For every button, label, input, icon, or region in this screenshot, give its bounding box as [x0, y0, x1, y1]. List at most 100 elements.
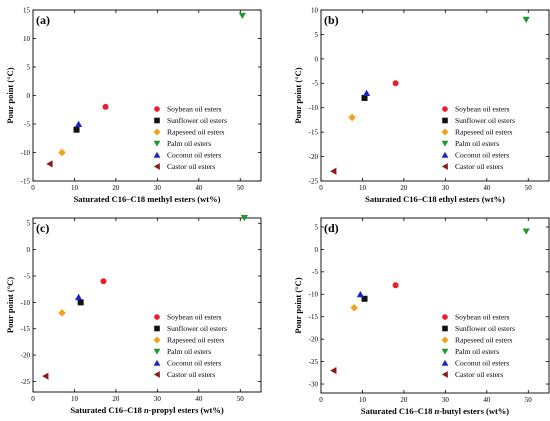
point-b-2-0: [348, 113, 356, 122]
y-tick-label-a-1: 10: [23, 35, 31, 43]
point-c-0-0: [100, 278, 107, 285]
legend-label-c-5: Castor oil esters: [167, 370, 215, 379]
legend-b: Soybean oil esters Sunflower oil esters Ra…: [441, 105, 515, 171]
point-b-0-0: [392, 80, 399, 87]
legend-label-a-0: Soybean oil esters: [167, 105, 222, 114]
y-tick-label-a-6: -15: [21, 177, 31, 185]
legend-label-a-1: Sunflower oil esters: [167, 116, 227, 125]
x-tick-label-d-1: 10: [359, 396, 367, 404]
x-tick-label-a-5: 50: [237, 184, 245, 192]
plot-frame-c: [32, 217, 262, 393]
point-c-2-0: [58, 309, 66, 317]
point-b-5-0: [330, 167, 337, 175]
x-tick-label-c-5: 50: [237, 395, 245, 403]
y-tick-label-c-2: -5: [24, 272, 30, 280]
legend-label-a-2: Rapeseed oil esters: [167, 128, 225, 137]
plot-frame-d: [320, 217, 550, 394]
y-tick-label-c-5: -20: [21, 351, 31, 359]
legend-label-a-5: Castor oil esters: [167, 162, 215, 171]
y-tick-label-b-7: -25: [309, 177, 319, 185]
x-tick-label-a-1: 10: [71, 184, 79, 192]
legend-marker-a-4: [153, 151, 161, 158]
legend-label-d-5: Castor oil esters: [455, 370, 503, 379]
x-tick-label-d-2: 20: [400, 396, 408, 404]
legend-marker-b-5: [441, 163, 448, 170]
y-tick-label-b-2: 0: [315, 55, 319, 63]
x-tick-label-d-5: 50: [525, 396, 533, 404]
point-a-3-0: [238, 12, 246, 19]
legend-label-d-0: Soybean oil esters: [455, 313, 510, 322]
y-tick-label-d-0: 5: [315, 223, 319, 231]
legend-marker-b-0: [442, 106, 448, 112]
legend-marker-c-4: [153, 359, 161, 366]
point-d-0-0: [392, 282, 399, 289]
legend-marker-d-5: [441, 371, 448, 378]
legend-marker-c-0: [154, 314, 160, 320]
panel-c: 0 10 20 30 40 5050-5-10-15-20-25(c)Saturated …: [5, 215, 262, 415]
y-tick-label-b-1: 5: [315, 31, 319, 39]
point-c-1-0: [77, 299, 84, 306]
point-a-2-0: [58, 148, 66, 157]
panel-b: 0 10 20 30 40 501050-5-10-15-20-25(b)Saturate…: [293, 6, 550, 204]
legend-marker-b-3: [441, 140, 449, 147]
point-a-1-0: [73, 126, 80, 133]
y-tick-label-b-6: -20: [309, 153, 319, 161]
y-tick-label-d-3: -10: [309, 291, 319, 299]
legend-marker-c-5: [153, 371, 160, 378]
point-d-4-0: [356, 290, 364, 298]
x-axis-title-d: Saturated C16–C18 n-butyl esters (wt%): [361, 406, 509, 416]
x-tick-label-b-0: 0: [319, 184, 323, 192]
y-tick-label-b-4: -10: [309, 104, 319, 112]
y-tick-label-b-0: 10: [311, 6, 319, 14]
x-tick-label-b-2: 20: [400, 184, 408, 192]
legend-label-d-4: Coconut oil esters: [455, 359, 509, 368]
x-tick-label-d-3: 30: [442, 396, 450, 404]
point-d-5-0: [330, 366, 337, 375]
y-tick-label-d-5: -20: [309, 336, 319, 344]
point-c-3-0: [240, 215, 249, 222]
y-tick-label-a-3: 0: [27, 92, 31, 100]
x-tick-label-d-4: 40: [483, 396, 491, 404]
point-a-4-0: [75, 120, 83, 127]
legend-label-a-3: Palm oil esters: [167, 139, 211, 148]
legend-marker-a-2: [153, 128, 161, 136]
legend-marker-d-4: [441, 359, 449, 366]
x-tick-label-a-4: 40: [195, 184, 203, 192]
legend-label-c-2: Rapeseed oil esters: [167, 336, 225, 345]
legend-label-b-1: Sunflower oil esters: [455, 116, 515, 125]
y-tick-label-c-1: 0: [27, 246, 31, 254]
x-tick-label-b-4: 40: [483, 184, 491, 192]
legend-marker-d-1: [442, 325, 448, 332]
x-tick-label-d-0: 0: [319, 396, 323, 404]
legend-label-c-3: Palm oil esters: [167, 347, 211, 356]
legend-label-b-5: Castor oil esters: [455, 162, 503, 171]
y-axis-title-d: Pour point (°C): [293, 277, 303, 333]
x-tick-label-c-2: 20: [112, 395, 120, 403]
y-tick-label-c-6: -25: [21, 378, 31, 386]
point-a-5-0: [46, 160, 53, 168]
point-b-4-0: [363, 89, 371, 97]
y-tick-label-a-2: 5: [27, 63, 31, 71]
x-axis-title-a: Saturated C16–C18 methyl esters (wt%): [74, 194, 221, 204]
y-tick-label-d-1: 0: [315, 246, 319, 254]
legend-marker-c-3: [153, 348, 161, 355]
legend-label-b-2: Rapeseed oil esters: [455, 128, 513, 137]
y-tick-label-a-0: 15: [23, 6, 31, 14]
y-tick-label-b-5: -15: [309, 129, 319, 137]
x-tick-label-c-4: 40: [195, 395, 203, 403]
y-tick-label-d-2: -5: [312, 268, 318, 276]
legend-marker-c-1: [154, 325, 160, 332]
legend-c: Soybean oil esters Sunflower oil esters Ra…: [153, 313, 227, 379]
point-d-2-0: [350, 303, 358, 312]
x-axis-title-b: Saturated C16–C18 ethyl esters (wt%): [365, 194, 505, 204]
legend-marker-b-2: [441, 128, 449, 136]
plot-frame-b: [320, 9, 550, 182]
y-tick-label-c-0: 5: [27, 220, 31, 228]
y-tick-label-b-3: -5: [312, 80, 318, 88]
legend-marker-d-3: [441, 348, 449, 355]
x-tick-label-c-3: 30: [154, 395, 162, 403]
point-c-5-0: [42, 372, 49, 380]
legend-label-c-0: Soybean oil esters: [167, 313, 222, 322]
legend-label-a-4: Coconut oil esters: [167, 151, 221, 160]
